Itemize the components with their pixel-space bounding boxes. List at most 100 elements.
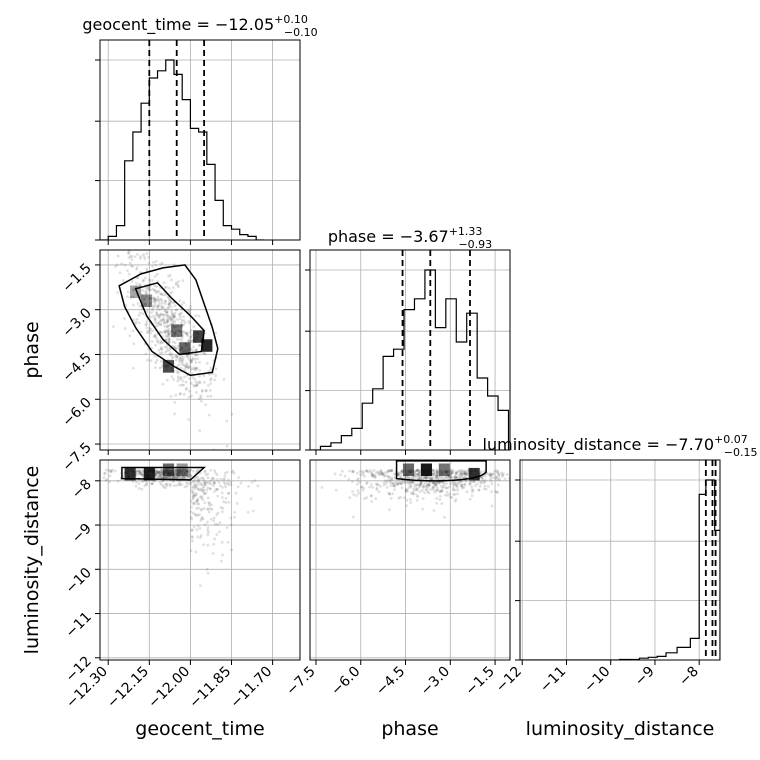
sample-point	[458, 469, 461, 473]
sample-point	[153, 318, 157, 322]
sample-point	[126, 290, 130, 294]
sample-point	[412, 492, 416, 496]
sample-point	[483, 484, 487, 488]
sample-point	[151, 265, 155, 268]
sample-point	[141, 470, 145, 474]
sample-point	[463, 469, 466, 473]
sample-point	[135, 266, 139, 270]
sample-point	[176, 469, 179, 473]
sample-point	[465, 472, 469, 476]
histogram-geocent_time	[100, 59, 265, 240]
sample-point	[180, 474, 184, 478]
sample-point	[400, 468, 404, 472]
sample-point	[190, 358, 194, 362]
sample-point	[192, 479, 196, 482]
density-cell	[468, 467, 480, 481]
sample-point	[434, 482, 438, 486]
sample-point	[190, 485, 194, 489]
sample-point	[442, 485, 446, 489]
sample-point	[184, 331, 188, 335]
sample-point	[137, 314, 141, 317]
sample-point	[220, 540, 224, 544]
sample-point	[150, 311, 153, 315]
title-geocent-time: geocent_time = −12.05+0.10 −0.10	[82, 13, 317, 39]
sample-point	[167, 301, 171, 305]
sample-point	[180, 339, 184, 342]
sample-point	[195, 367, 199, 371]
sample-point	[191, 511, 195, 515]
sample-point	[391, 481, 395, 485]
sample-point	[168, 482, 172, 486]
sample-point	[142, 298, 146, 302]
sample-point	[417, 477, 420, 480]
sample-point	[176, 285, 180, 289]
sample-point	[407, 486, 411, 489]
sample-point	[457, 469, 460, 473]
sample-point	[370, 494, 373, 498]
sample-point	[234, 491, 238, 495]
sample-point	[159, 346, 163, 349]
sample-point	[212, 516, 216, 520]
sample-point	[131, 265, 135, 268]
sample-point	[195, 499, 199, 503]
sample-point	[195, 390, 198, 394]
sample-point	[163, 307, 167, 311]
sample-point	[503, 477, 507, 481]
y-tick-label: −6.0	[59, 395, 94, 430]
sample-point	[187, 471, 191, 474]
sample-point	[171, 475, 174, 479]
sample-point	[164, 486, 167, 490]
sample-point	[419, 481, 423, 485]
sample-point	[424, 475, 428, 479]
sample-point	[162, 475, 166, 479]
sample-point	[160, 299, 164, 303]
sample-point	[454, 470, 458, 474]
sample-point	[450, 472, 453, 476]
sample-point	[185, 469, 189, 473]
sample-point	[159, 292, 163, 296]
sample-point	[158, 473, 162, 476]
sample-point	[203, 352, 207, 356]
sample-point	[139, 255, 142, 259]
sample-point	[162, 475, 165, 479]
sample-point	[220, 491, 224, 495]
sample-point	[121, 279, 125, 282]
sample-point	[126, 295, 129, 299]
sample-point	[203, 470, 207, 474]
sample-point	[221, 510, 224, 514]
sample-point	[160, 261, 164, 265]
sample-point	[196, 488, 200, 492]
sample-point	[196, 487, 200, 491]
sample-point	[445, 490, 449, 494]
sample-point	[214, 331, 218, 335]
sample-point	[477, 488, 481, 492]
sample-point	[209, 366, 213, 370]
sample-point	[104, 478, 108, 482]
sample-point	[444, 476, 448, 479]
sample-point	[185, 354, 189, 358]
sample-point	[160, 471, 164, 474]
sample-point	[128, 237, 131, 240]
sample-point	[116, 479, 120, 483]
sample-point	[404, 476, 408, 480]
sample-point	[360, 485, 364, 489]
sample-point	[215, 533, 219, 536]
sample-point	[164, 329, 168, 332]
sample-point	[226, 540, 230, 544]
sample-point	[216, 494, 220, 498]
sample-point	[217, 480, 221, 484]
sample-point	[382, 483, 386, 487]
sample-point	[489, 475, 493, 479]
sample-point	[194, 367, 198, 370]
sample-point	[405, 498, 409, 502]
sample-point	[490, 490, 494, 494]
sample-point	[380, 471, 384, 475]
sample-point	[204, 388, 208, 392]
sample-point	[214, 374, 218, 378]
sample-point	[431, 486, 435, 490]
sample-point	[114, 264, 118, 268]
sample-point	[458, 472, 462, 476]
sample-point	[161, 476, 165, 480]
sample-point	[156, 471, 160, 475]
sample-point	[399, 495, 402, 499]
